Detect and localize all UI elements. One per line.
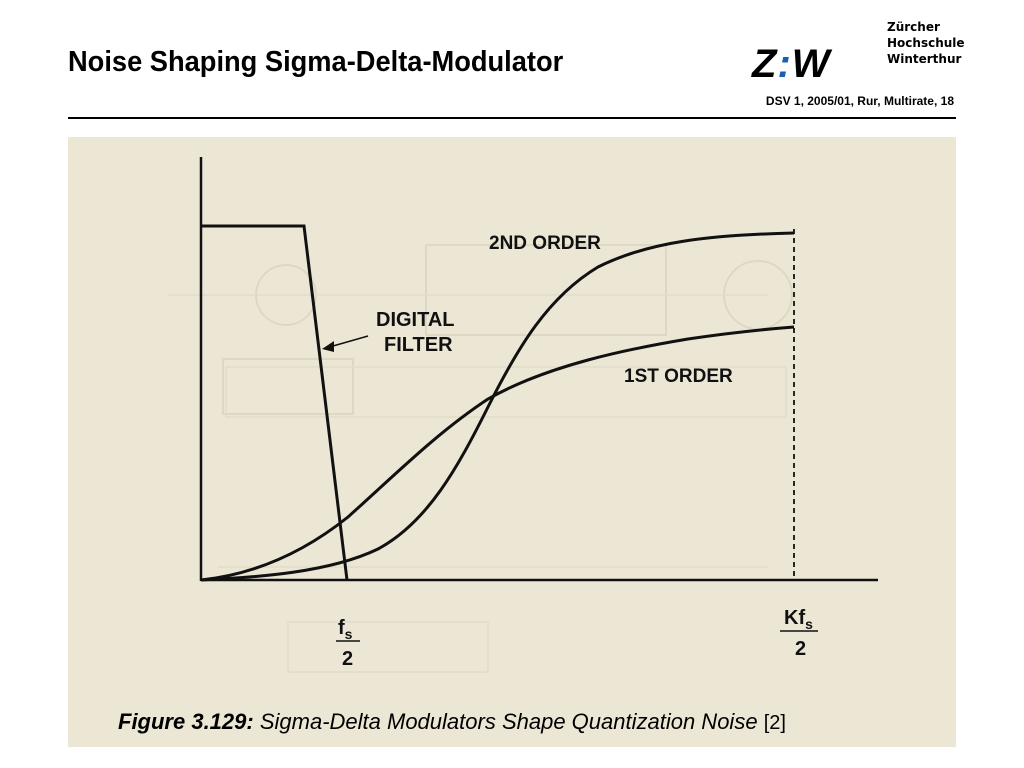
page-title: Noise Shaping Sigma-Delta-Modulator bbox=[68, 46, 564, 78]
institution-line-1: Zürcher bbox=[887, 20, 940, 34]
kfs-over-2-label: Kfs 2 bbox=[780, 607, 818, 660]
institution-line-3: Winterthur bbox=[887, 52, 962, 66]
header-divider bbox=[68, 117, 956, 119]
institution-line-2: Hochschule bbox=[887, 36, 965, 50]
kfs-subscript: s bbox=[805, 616, 813, 632]
fs-numerator: f bbox=[338, 617, 345, 639]
figure-number: Figure 3.129: bbox=[118, 709, 254, 734]
fs-subscript: s bbox=[345, 626, 353, 642]
digital-filter-label-line1: DIGITAL bbox=[376, 309, 455, 331]
first-order-curve bbox=[200, 325, 795, 582]
fs-denominator: 2 bbox=[342, 648, 353, 670]
second-order-curve bbox=[200, 231, 795, 582]
svg-text:fs: fs bbox=[338, 617, 353, 642]
kfs-denominator: 2 bbox=[795, 638, 806, 660]
reference-marker: [2] bbox=[763, 712, 786, 734]
digital-filter-curve bbox=[201, 224, 349, 581]
figure-caption-text: Sigma-Delta Modulators Shape Quantizatio… bbox=[259, 709, 758, 734]
slide-meta: DSV 1, 2005/01, Rur, Multirate, 18 bbox=[765, 94, 954, 108]
second-order-label: 2ND ORDER bbox=[489, 233, 601, 254]
figure-caption: Figure 3.129: Sigma-Delta Modulators Sha… bbox=[118, 709, 786, 735]
scan-bleedthrough bbox=[168, 244, 793, 673]
fs-over-2-label: fs 2 bbox=[336, 617, 360, 670]
zhw-logo: Z:W bbox=[752, 42, 831, 86]
first-order-label: 1ST ORDER bbox=[624, 366, 733, 387]
svg-text:Kfs: Kfs bbox=[784, 607, 813, 632]
institution-name: Zürcher Hochschule Winterthur bbox=[887, 19, 965, 67]
digital-filter-arrow-head bbox=[322, 341, 334, 352]
scanned-figure: 2ND ORDER 1ST ORDER DIGITAL FILTER fs 2 … bbox=[68, 137, 956, 747]
kfs-numerator: Kf bbox=[784, 607, 805, 629]
noise-shaping-diagram: 2ND ORDER 1ST ORDER DIGITAL FILTER fs 2 … bbox=[168, 157, 878, 673]
digital-filter-label-line2: FILTER bbox=[384, 334, 453, 356]
